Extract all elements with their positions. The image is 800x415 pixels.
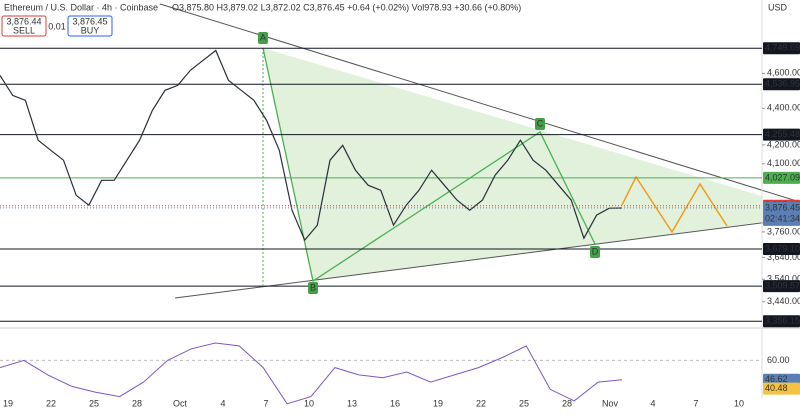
level-tag — [763, 242, 800, 255]
x-tick-label: 25 — [519, 398, 529, 408]
rsi-tag-label: 40.48 — [765, 383, 788, 393]
spread: 0.01 — [48, 21, 66, 31]
x-tick-label: 22 — [476, 398, 486, 408]
level-label: 4,749.69 — [765, 43, 800, 53]
y-tick-label: 3,760.00 — [767, 226, 800, 236]
point-label: A — [260, 32, 266, 42]
lower-trendline — [174, 217, 800, 299]
buy-label: BUY — [81, 25, 100, 35]
x-tick-label: 25 — [89, 398, 99, 408]
buy-button[interactable] — [67, 15, 113, 37]
x-tick-label: 19 — [433, 398, 443, 408]
level-tag — [763, 171, 800, 184]
y-tick-label: 3,440.00 — [767, 296, 800, 306]
level-tag — [763, 128, 800, 141]
y-tick-label: 4,100.00 — [767, 158, 800, 168]
level-tag — [763, 280, 800, 293]
y-tick-label: 4,200.00 — [767, 139, 800, 149]
rsi-tag — [763, 382, 800, 395]
x-tick-label: 7 — [263, 398, 268, 408]
price-label: 3,876.45 — [765, 202, 800, 212]
x-tick-label: 28 — [132, 398, 142, 408]
x-tick-label: 7 — [693, 398, 698, 408]
currency: USD — [768, 2, 788, 12]
x-tick-label: 28 — [562, 398, 572, 408]
level-tag — [763, 315, 800, 328]
ohlc: O3,875.80 H3,879.02 L3,872.02 C3,876.45 … — [172, 2, 521, 12]
level-label: 4,255.48 — [765, 129, 800, 139]
level-label: 4,536.95 — [765, 79, 800, 89]
point-label: C — [537, 118, 544, 128]
rsi-line — [0, 342, 623, 405]
x-tick-label: 13 — [347, 398, 357, 408]
rsi-tag-label: 46.62 — [765, 374, 788, 384]
sell-button[interactable] — [1, 15, 47, 37]
y-tick-label: 3,640.00 — [767, 252, 800, 262]
triangle-fill — [263, 48, 762, 281]
point-marker — [308, 282, 318, 294]
point-label: D — [592, 246, 599, 256]
price-line — [0, 49, 623, 242]
level-label: 3,679.10 — [765, 243, 800, 253]
point-marker — [258, 32, 268, 44]
y-tick-label: 4,400.00 — [767, 103, 800, 113]
projection — [621, 175, 728, 234]
x-tick-label: 19 — [3, 398, 13, 408]
x-tick-label: 10 — [734, 398, 744, 408]
x-tick-label: Oct — [173, 398, 188, 408]
level-label: 3,509.57 — [765, 280, 800, 290]
y-tick-label: 4,600.00 — [767, 68, 800, 78]
level-tag — [763, 78, 800, 91]
level-label: 4,027.09 — [765, 172, 800, 182]
x-tick-label: 4 — [220, 398, 225, 408]
point-label: B — [310, 282, 316, 292]
x-tick-label: Nov — [602, 398, 619, 408]
y-tick-label: 3,540.00 — [767, 274, 800, 284]
sell-price: 3,876.44 — [6, 16, 41, 26]
level-label: 3,356.15 — [765, 316, 800, 326]
point-marker — [590, 246, 600, 258]
point-marker — [535, 118, 545, 130]
sell-label: SELL — [13, 25, 35, 35]
x-tick-label: 16 — [390, 398, 400, 408]
x-tick-label: 22 — [46, 398, 56, 408]
symbol-title: Ethereum / U.S. Dollar · 4h · Coinbase — [4, 2, 158, 12]
rsi-tick-label: 60.00 — [767, 355, 790, 365]
price-tag — [763, 201, 800, 226]
x-tick-label: 10 — [304, 398, 314, 408]
buy-price: 3,876.45 — [72, 16, 107, 26]
pattern-lines — [262, 47, 596, 283]
x-tick-label: 4 — [650, 398, 655, 408]
price-countdown: 02:41:34 — [765, 213, 800, 223]
level-tag — [763, 42, 800, 55]
